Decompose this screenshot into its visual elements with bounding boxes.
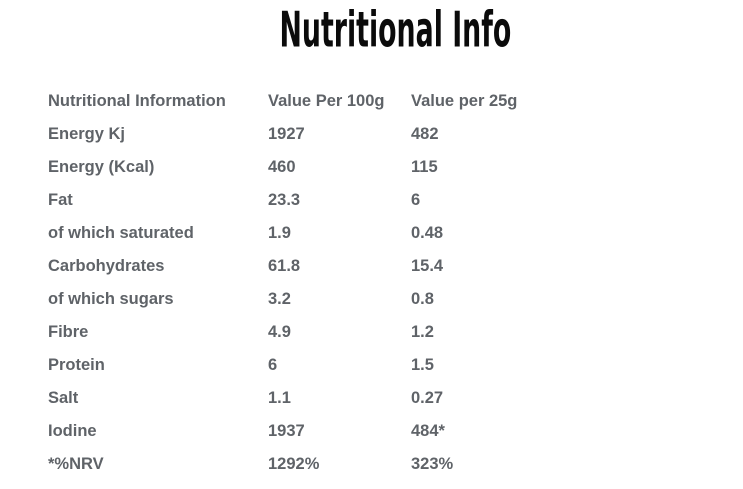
- cell-nutrient-label: Fibre: [48, 323, 89, 341]
- table-row: Energy Kj 1927 482: [48, 118, 743, 151]
- table-row: Energy (Kcal) 460 115: [48, 151, 743, 184]
- table-row: Fibre 4.9 1.2: [48, 316, 743, 349]
- cell-value-per-100g: 6: [268, 356, 278, 374]
- cell-value-per-25g: 6: [411, 191, 421, 209]
- cell-value-per-100g: 23.3: [268, 191, 301, 209]
- cell-value-per-25g: 0.8: [411, 290, 434, 308]
- cell-nutrient-label: Energy Kj: [48, 125, 126, 143]
- nutrition-table: Nutritional Information Value Per 100g V…: [48, 85, 743, 481]
- cell-nutrient-label: Energy (Kcal): [48, 158, 155, 176]
- page-title: Nutritional Info: [279, 1, 512, 60]
- cell-value-per-25g: 484*: [411, 422, 445, 440]
- table-header-row: Nutritional Information Value Per 100g V…: [48, 85, 743, 118]
- cell-value-per-25g: 323%: [411, 455, 454, 473]
- table-row: Iodine 1937 484*: [48, 415, 743, 448]
- cell-value-per-100g: 1.1: [268, 389, 291, 407]
- cell-value-per-25g: 1.5: [411, 356, 434, 374]
- cell-nutrient-label: Salt: [48, 389, 79, 407]
- cell-nutrient-label: Carbohydrates: [48, 257, 165, 275]
- cell-value-per-25g: 0.27: [411, 389, 444, 407]
- table-row: of which sugars 3.2 0.8: [48, 283, 743, 316]
- cell-value-per-100g: 1937: [268, 422, 305, 440]
- cell-value-per-25g: 0.48: [411, 224, 444, 242]
- cell-value-per-100g: 61.8: [268, 257, 301, 275]
- cell-value-per-100g: 1927: [268, 125, 305, 143]
- cell-value-per-25g: 1.2: [411, 323, 434, 341]
- header-value-per-25g: Value per 25g: [411, 92, 518, 110]
- cell-value-per-100g: 1292%: [268, 455, 320, 473]
- table-row: *%NRV 1292% 323%: [48, 448, 743, 481]
- cell-value-per-100g: 3.2: [268, 290, 291, 308]
- cell-value-per-25g: 482: [411, 125, 439, 143]
- table-body: Energy Kj 1927 482 Energy (Kcal) 460 115 Fat 23…: [48, 118, 743, 481]
- table-row: Carbohydrates 61.8 15.4: [48, 250, 743, 283]
- cell-value-per-100g: 1.9: [268, 224, 291, 242]
- table-row: Protein 6 1.5: [48, 349, 743, 382]
- cell-value-per-100g: 460: [268, 158, 296, 176]
- table-row: Salt 1.1 0.27: [48, 382, 743, 415]
- cell-nutrient-label: *%NRV: [48, 455, 104, 473]
- cell-nutrient-label: of which sugars: [48, 290, 174, 308]
- cell-nutrient-label: Iodine: [48, 422, 97, 440]
- cell-nutrient-label: Protein: [48, 356, 105, 374]
- table-row: Fat 23.3 6: [48, 184, 743, 217]
- cell-value-per-25g: 115: [411, 158, 438, 176]
- cell-value-per-100g: 4.9: [268, 323, 291, 341]
- table-row: of which saturated 1.9 0.48: [48, 217, 743, 250]
- header-value-per-100g: Value Per 100g: [268, 92, 385, 110]
- title-container: Nutritional Info: [48, 1, 743, 60]
- cell-nutrient-label: Fat: [48, 191, 73, 209]
- cell-value-per-25g: 15.4: [411, 257, 444, 275]
- cell-nutrient-label: of which saturated: [48, 224, 194, 242]
- header-nutritional-information: Nutritional Information: [48, 92, 226, 110]
